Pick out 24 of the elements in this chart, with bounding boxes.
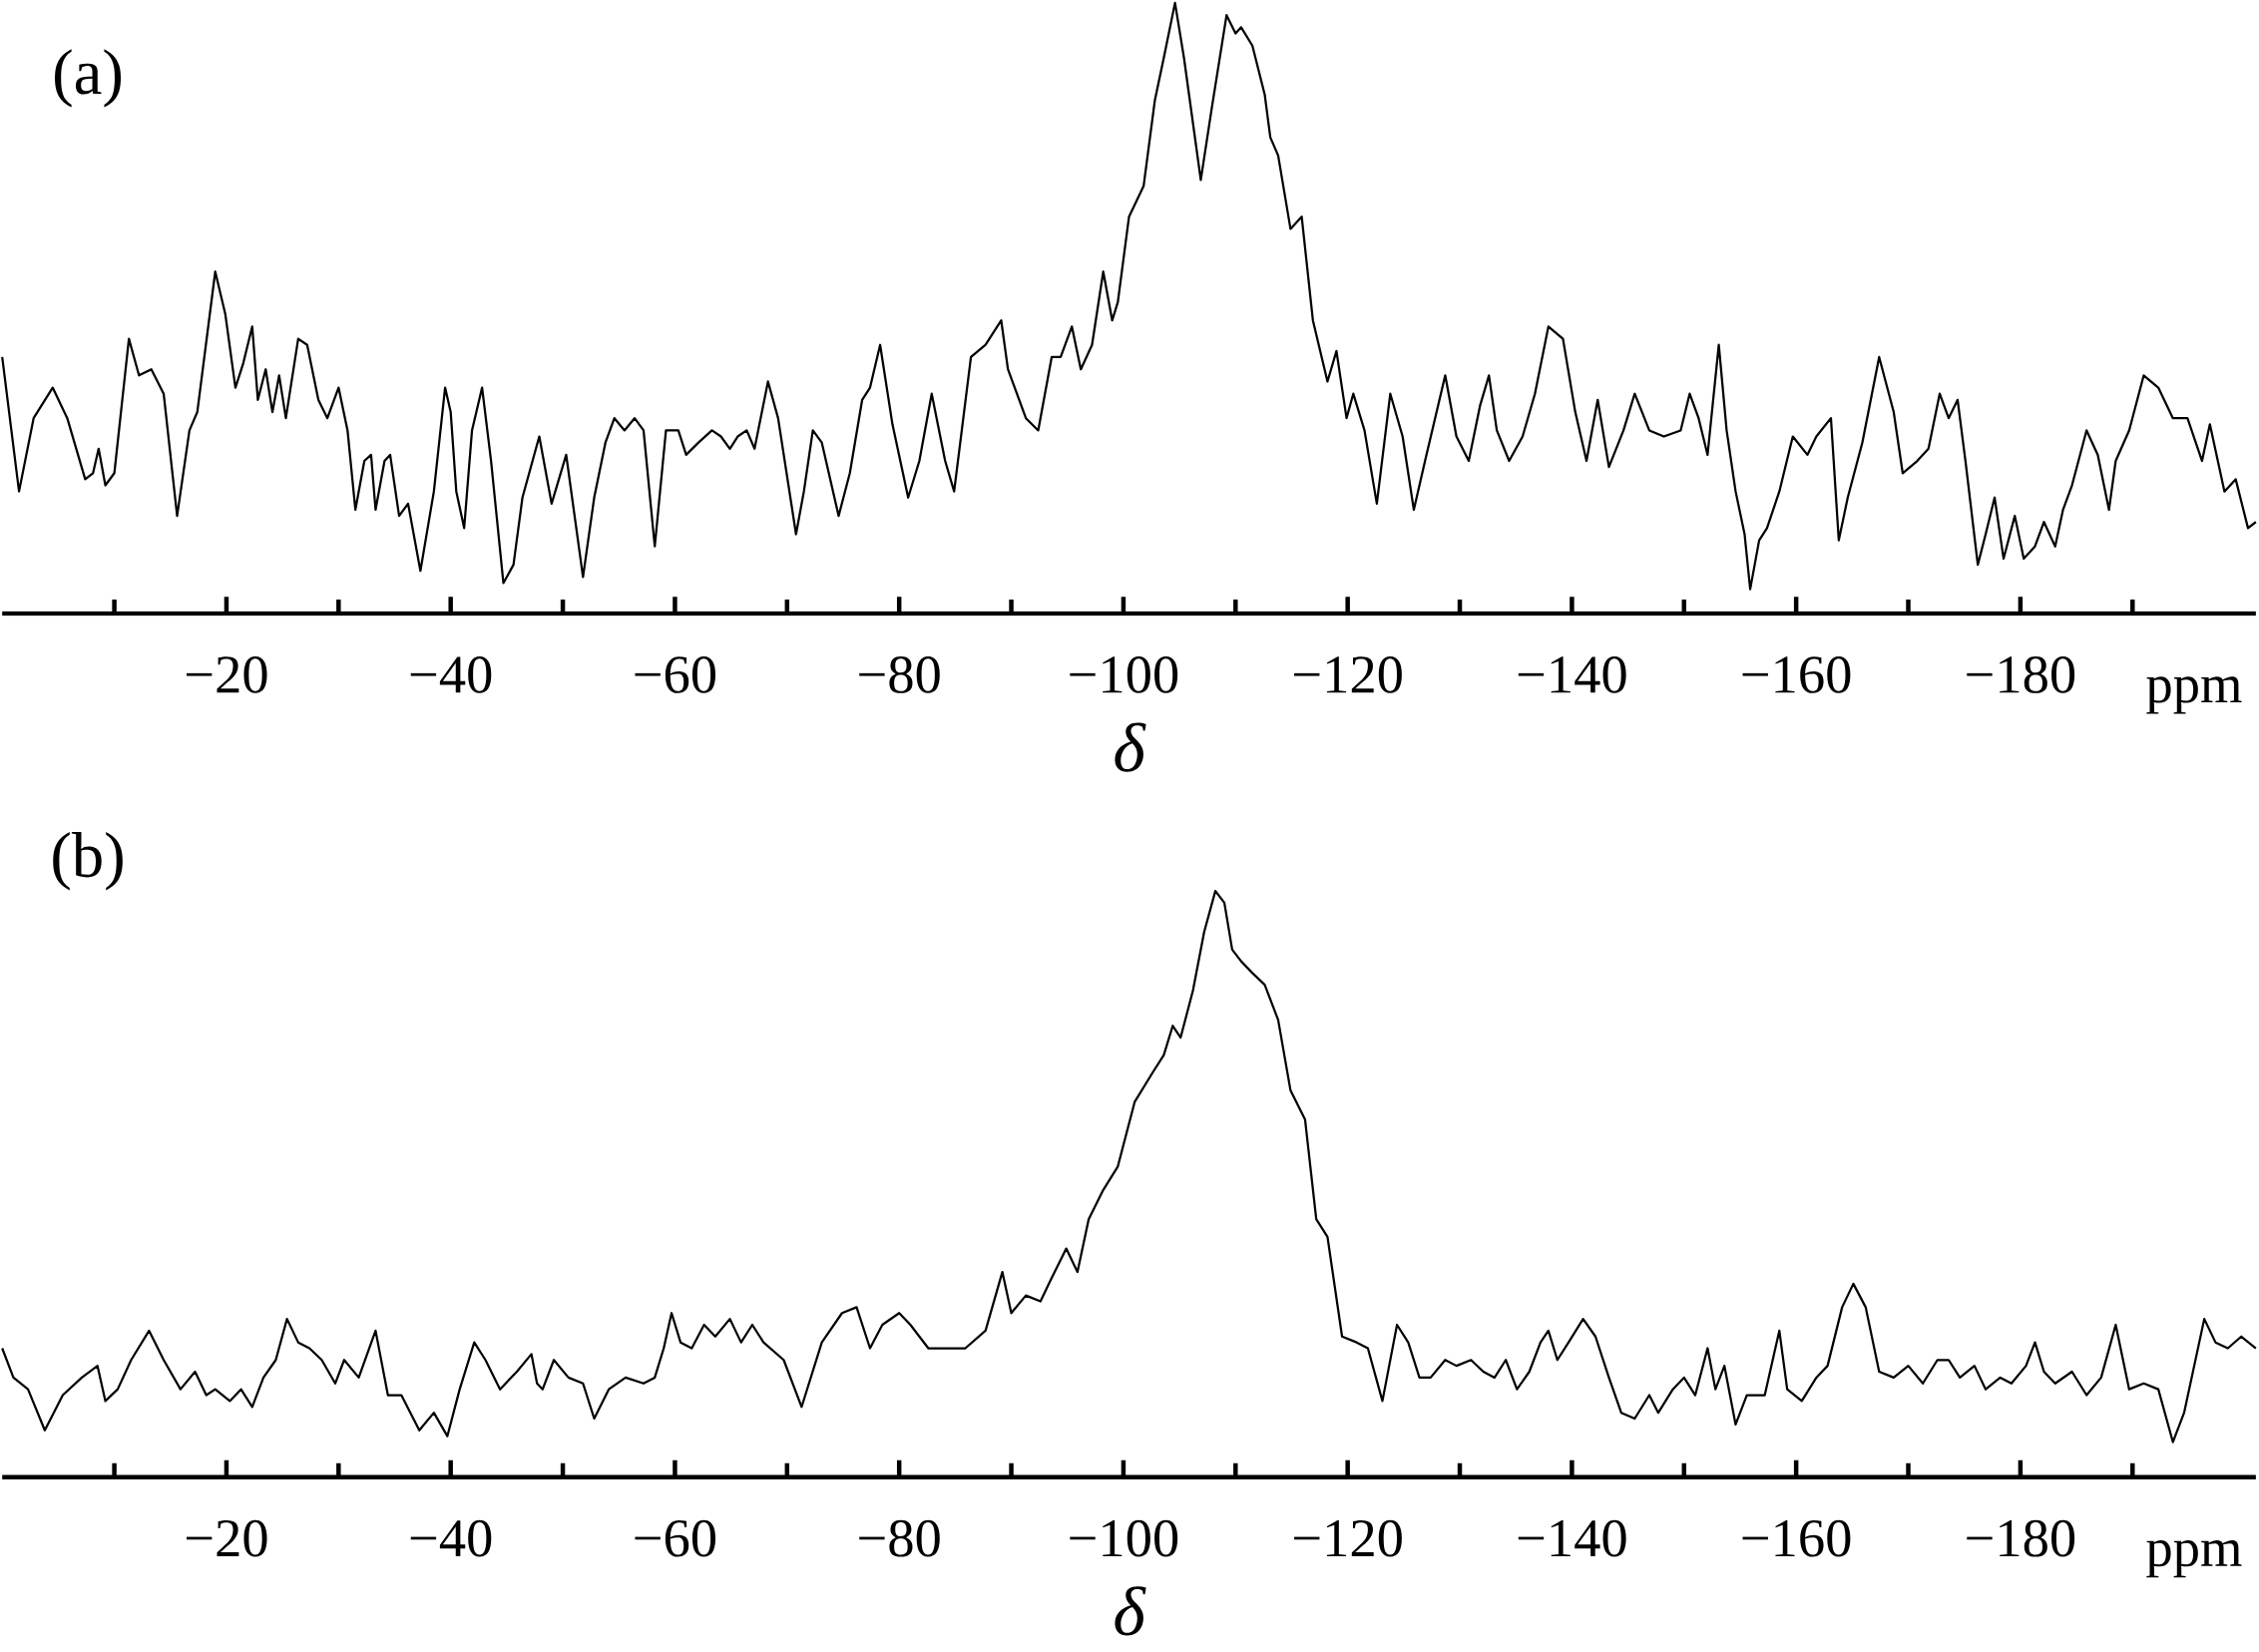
- x-tick-label: −140: [1518, 656, 1626, 693]
- x-tick-label: −160: [1742, 1519, 1851, 1557]
- text: (a): [55, 49, 122, 108]
- chart-title: (b): [53, 832, 123, 891]
- x-tick-label: −180: [1967, 1519, 2075, 1557]
- x-tick-label: −80: [859, 1519, 940, 1557]
- x-axis-title: δ: [1115, 722, 1146, 772]
- text: ppm: [2146, 1540, 2242, 1578]
- x-tick-label: −120: [1294, 1519, 1402, 1557]
- x-tick-label: −60: [635, 656, 716, 693]
- x-axis-title: δ: [1115, 1586, 1146, 1636]
- x-tick-label: −140: [1518, 1519, 1626, 1557]
- x-tick-label: −100: [1070, 656, 1178, 693]
- x-tick-label: −160: [1742, 656, 1851, 693]
- x-tick-label: −180: [1967, 656, 2075, 693]
- x-tick-label: −20: [187, 1519, 267, 1557]
- x-tick-label: −100: [1070, 1519, 1178, 1557]
- x-tick-label: −40: [410, 1519, 492, 1557]
- text: ppm: [2146, 676, 2242, 714]
- x-tick-label: −120: [1294, 656, 1402, 693]
- x-tick-label: −60: [635, 1519, 716, 1557]
- x-tick-label: −80: [859, 656, 940, 693]
- x-tick-label: −40: [410, 656, 492, 693]
- x-tick-label: −20: [187, 656, 267, 693]
